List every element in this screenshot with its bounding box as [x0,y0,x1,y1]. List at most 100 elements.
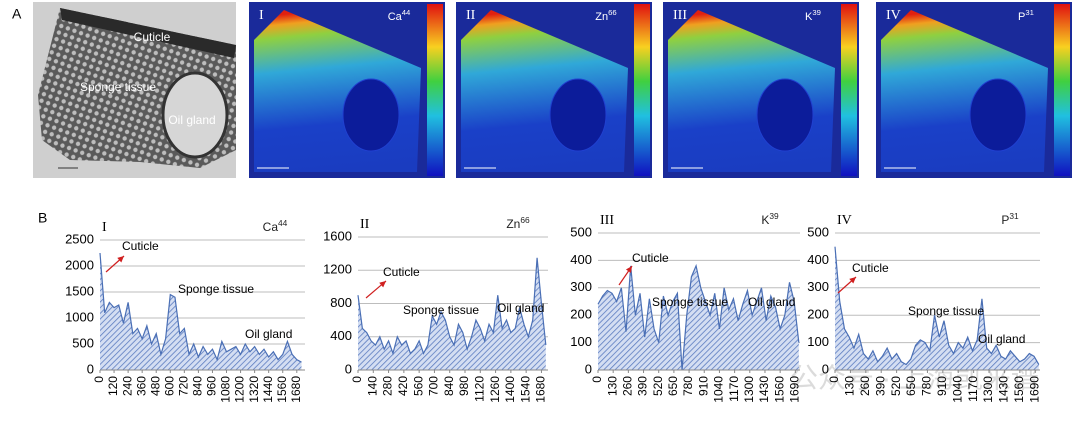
annotation: Sponge tissue [908,304,984,318]
element-label: Zn66 [506,215,530,231]
isotope: 31 [1009,211,1019,221]
annotation: Oil gland [978,332,1025,346]
area-fill [598,265,799,370]
x-tick-label: 650 [904,376,918,396]
area-fill [835,246,1039,370]
cuticle-layer [60,8,236,58]
x-tick-label: 560 [411,376,425,396]
annotation: Oil gland [748,295,795,309]
x-tick-label: 1690 [788,376,802,403]
annotation: Cuticle [122,239,159,253]
x-tick-label: 1040 [950,376,964,403]
y-tick-label: 0 [585,361,592,376]
y-tick-label: 1600 [323,228,352,243]
colorbar [427,4,443,176]
x-tick-label: 1170 [727,376,741,402]
y-tick-label: 400 [330,328,352,343]
y-tick-label: 2500 [65,231,94,246]
isotope: 39 [769,211,779,221]
chart-title: I [102,220,107,235]
chart-title: II [360,217,370,232]
isotope: 66 [608,8,617,17]
element-label: P31 [1001,211,1019,227]
element-symbol: Ca [388,11,403,23]
x-tick-label: 1680 [534,376,548,403]
x-tick-label: 840 [191,376,205,396]
map-numeral: I [259,8,264,23]
x-tick-label: 1400 [503,376,517,403]
micrograph: Cuticle Sponge tissue Oil gland [33,2,236,178]
annotation: Cuticle [632,251,669,265]
x-tick-label: 260 [621,376,635,396]
element-symbol: K [761,213,769,227]
y-tick-label: 500 [72,335,94,350]
y-tick-label: 1000 [65,309,94,324]
element-symbol: K [805,11,813,23]
y-tick-label: 300 [570,279,592,294]
x-tick-label: 260 [858,376,872,396]
y-tick-label: 400 [570,252,592,267]
x-tick-label: 520 [889,376,903,396]
y-tick-label: 0 [822,361,829,376]
x-tick-label: 1690 [1027,376,1041,403]
x-tick-label: 130 [843,376,857,396]
panel-label: A [12,6,22,22]
x-tick-label: 390 [873,376,887,396]
panel-label: B [38,210,47,226]
x-tick-label: 1540 [518,376,532,403]
y-tick-label: 500 [807,224,829,239]
element-label: K39 [761,211,779,227]
y-tick-label: 100 [570,334,592,349]
x-tick-label: 700 [427,376,441,396]
element-label: Ca44 [263,218,288,234]
y-tick-label: 0 [345,361,352,376]
x-tick-label: 520 [651,376,665,396]
chart-title: III [600,213,614,228]
annotation: Cuticle [852,261,889,275]
map-numeral: II [466,8,476,23]
arrow-head [849,277,856,284]
x-tick-label: 1040 [712,376,726,403]
isotope: 31 [1025,8,1034,17]
y-tick-label: 2000 [65,257,94,272]
area-line [357,257,547,356]
annotation: Cuticle [383,265,420,279]
colorbar [1054,4,1070,176]
x-tick-label: 420 [396,376,410,396]
annotation: Sponge tissue [652,295,728,309]
x-tick-label: 960 [205,376,219,396]
chart-title: IV [837,213,852,228]
x-tick-label: 840 [442,376,456,396]
x-tick-label: 720 [177,376,191,396]
x-tick-label: 910 [696,376,710,396]
x-tick-label: 280 [381,376,395,396]
oil-gland [161,71,229,159]
x-tick-label: 1120 [472,376,486,402]
x-tick-label: 480 [148,376,162,396]
x-tick-label: 0 [92,376,106,383]
x-tick-label: 1300 [742,376,756,403]
annotation: Sponge tissue [178,282,254,296]
x-tick-label: 240 [120,376,134,396]
tissue-label: Cuticle [134,30,171,44]
x-tick-label: 780 [920,376,934,396]
annotation: Oil gland [245,327,292,341]
x-tick-label: 980 [457,376,471,396]
area-line [597,263,800,371]
map-numeral: IV [886,8,901,23]
x-tick-label: 1170 [966,376,980,402]
isotope: 66 [520,215,530,225]
x-tick-label: 140 [365,376,379,396]
tissue-label: Sponge tissue [80,80,156,94]
map-numeral: III [673,8,687,23]
element-label: Ca44 [388,8,411,23]
element-label: K39 [805,8,821,23]
x-tick-label: 1440 [261,376,275,403]
x-tick-label: 1430 [997,376,1011,403]
element-label: P31 [1018,8,1034,23]
map-gland [549,78,607,152]
map-gland [756,78,814,152]
annotation: Sponge tissue [403,303,479,317]
element-symbol: P [1001,213,1009,227]
x-tick-label: 600 [162,376,176,396]
